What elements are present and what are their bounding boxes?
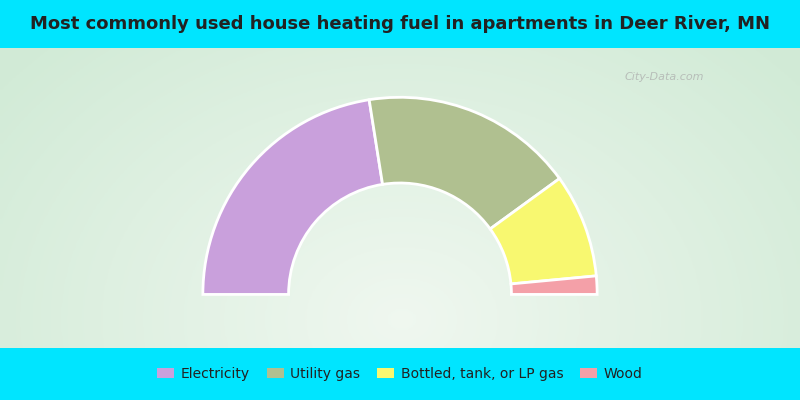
Text: Most commonly used house heating fuel in apartments in Deer River, MN: Most commonly used house heating fuel in… <box>30 15 770 33</box>
Wedge shape <box>490 178 596 284</box>
Text: City-Data.com: City-Data.com <box>625 72 704 82</box>
Wedge shape <box>511 276 597 294</box>
Legend: Electricity, Utility gas, Bottled, tank, or LP gas, Wood: Electricity, Utility gas, Bottled, tank,… <box>152 362 648 386</box>
Wedge shape <box>203 100 382 294</box>
Wedge shape <box>369 97 559 229</box>
